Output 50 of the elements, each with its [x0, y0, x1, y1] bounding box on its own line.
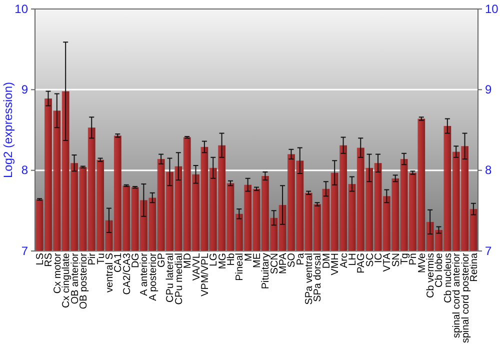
x-tick-label: A anterior: [139, 252, 150, 296]
x-tick-label: VPM/VPL: [200, 252, 211, 296]
x-tick-label: Cx motor: [52, 252, 64, 294]
x-tick-label: LG: [208, 252, 220, 266]
y-axis-title: Log2 (expression): [1, 82, 15, 178]
y-tick-label: 7: [21, 244, 28, 258]
x-tick-label: CA2/CA3: [122, 252, 133, 295]
y2-tick-label: 9: [485, 82, 492, 97]
x-tick-label: ventral S: [104, 252, 116, 292]
x-tick-label: A posterior: [148, 252, 159, 301]
x-tick-label: SC: [364, 253, 376, 267]
x-tick-label: spinal cord posterior: [460, 252, 472, 344]
x-tick-label: Pineal: [234, 253, 246, 281]
x-tick-label: VMH: [330, 253, 342, 276]
x-tick-label: SO: [286, 252, 298, 268]
x-tick-label: Tu: [96, 253, 107, 264]
x-tick-label: ME: [252, 252, 263, 268]
x-tick-label: VTA: [382, 252, 394, 272]
x-tick-label: IC: [373, 253, 384, 263]
x-tick-label: Cx cingulate: [61, 252, 72, 308]
y-tick-label: 10: [14, 2, 28, 16]
x-tick-label: RS: [44, 252, 55, 267]
x-tick-label: OB anterior: [70, 252, 81, 304]
x-tick-label: SCN: [269, 253, 280, 274]
x-tick-label: CPu medial: [174, 253, 185, 305]
y2-tick-label: 8: [485, 163, 492, 178]
x-tick-label: Retina: [468, 252, 480, 282]
y-tick-label: 9: [21, 82, 28, 97]
x-tick-label: Pituitary: [260, 253, 272, 290]
x-tick-label: Cb lobe: [434, 252, 446, 288]
x-tick-label: Cb nucleus: [442, 253, 454, 304]
x-tick-label: Pir: [87, 252, 98, 266]
x-tick-label: DM: [321, 253, 332, 269]
x-tick-label: Arc: [338, 253, 350, 268]
x-tick-label: Hb: [226, 252, 237, 266]
x-tick-label: Pn: [408, 253, 420, 266]
x-tick-label: LH: [347, 253, 358, 266]
x-tick-label: spinal cord anterior: [452, 252, 463, 338]
y2-tick-label: 10: [485, 2, 499, 16]
x-tick-label: SN: [390, 253, 402, 267]
x-tick-label: Pa: [295, 252, 306, 266]
y-tick-label: 8: [21, 163, 28, 178]
x-tick-label: Tg: [400, 253, 411, 265]
x-tick-label: PAG: [356, 252, 368, 274]
x-tick-label: M: [243, 253, 254, 262]
y2-tick-label: 7: [485, 244, 492, 258]
x-tick-label: SPa dorsal: [312, 253, 324, 302]
x-tick-label: OB posterior: [78, 252, 90, 310]
x-tick-label: CA1: [113, 252, 124, 272]
x-tick-label: MVe: [416, 252, 428, 274]
